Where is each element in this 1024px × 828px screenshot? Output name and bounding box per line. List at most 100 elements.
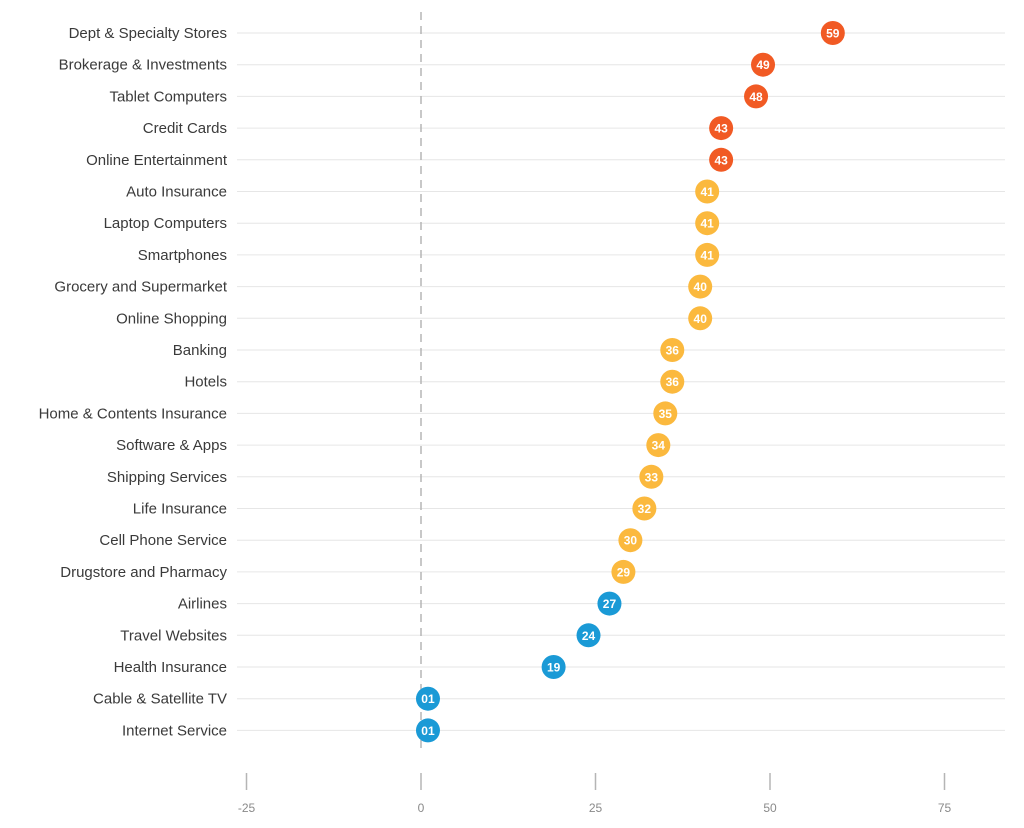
data-point-label: 33 xyxy=(645,470,659,484)
data-point: 01 xyxy=(415,718,440,743)
data-point-dot xyxy=(660,338,685,362)
gridlines xyxy=(237,12,1005,751)
category-label: Shipping Services xyxy=(107,469,227,486)
data-point: 59 xyxy=(820,21,845,45)
data-point: 36 xyxy=(660,369,685,394)
category-label: Internet Service xyxy=(122,722,227,739)
data-point: 29 xyxy=(611,559,636,584)
data-point: 40 xyxy=(688,306,713,331)
data-point-label: 48 xyxy=(749,90,763,104)
data-point-dot xyxy=(597,591,622,616)
category-label: Banking xyxy=(173,342,227,359)
data-point-label: 36 xyxy=(666,375,680,389)
data-point-label: 41 xyxy=(701,217,715,231)
x-axis: -25 0 25 50 75 xyxy=(238,773,952,815)
data-point-label: 19 xyxy=(547,661,561,675)
data-point-label: 30 xyxy=(624,534,638,548)
data-point-label: 49 xyxy=(756,58,770,72)
data-point: 30 xyxy=(618,528,643,553)
data-points: 59 49 48 43 43 41 41 41 40 40 36 36 35 34 33 32 30 29 27 24… xyxy=(415,21,845,743)
data-point: 41 xyxy=(695,179,720,204)
data-point: 01 xyxy=(415,686,440,711)
data-point-dot xyxy=(653,401,678,426)
data-point: 41 xyxy=(695,211,720,236)
data-point-dot xyxy=(646,433,671,458)
data-point-dot xyxy=(751,52,776,77)
category-label: Brokerage & Investments xyxy=(59,57,227,74)
data-point-label: 01 xyxy=(421,692,435,706)
category-label: Airlines xyxy=(178,596,227,613)
data-point-dot xyxy=(709,147,734,172)
data-point-label: 41 xyxy=(701,248,715,262)
data-point: 40 xyxy=(688,274,713,299)
category-label: Online Entertainment xyxy=(86,152,228,169)
x-tick-label: 75 xyxy=(938,801,952,815)
data-point: 36 xyxy=(660,338,685,362)
category-label: Life Insurance xyxy=(133,501,227,518)
data-point-dot xyxy=(415,686,440,711)
data-point-label: 27 xyxy=(603,597,617,611)
category-label: Home & Contents Insurance xyxy=(39,405,227,422)
data-point-dot xyxy=(744,84,769,109)
data-point-label: 01 xyxy=(421,724,435,738)
category-label: Travel Websites xyxy=(120,627,227,644)
data-point: 48 xyxy=(744,84,769,109)
data-point-label: 29 xyxy=(617,565,631,579)
data-point-dot xyxy=(576,623,601,648)
data-point-dot xyxy=(688,274,713,299)
data-point: 49 xyxy=(751,52,776,77)
data-point: 34 xyxy=(646,433,671,458)
data-point-dot xyxy=(709,116,734,141)
category-label: Dept & Specialty Stores xyxy=(69,25,227,42)
data-point-dot xyxy=(618,528,643,553)
data-point: 27 xyxy=(597,591,622,616)
data-point: 41 xyxy=(695,242,720,267)
category-label: Laptop Computers xyxy=(104,215,227,232)
data-point: 43 xyxy=(709,116,734,141)
x-tick-label: -25 xyxy=(238,801,256,815)
data-point: 24 xyxy=(576,623,601,648)
data-point-dot xyxy=(695,211,720,236)
data-point-dot xyxy=(415,718,440,743)
category-label: Drugstore and Pharmacy xyxy=(60,564,227,581)
data-point-dot xyxy=(695,179,720,204)
data-point-dot xyxy=(688,306,713,331)
data-point-label: 34 xyxy=(652,439,666,453)
category-label: Grocery and Supermarket xyxy=(54,279,227,296)
data-point-label: 40 xyxy=(694,312,708,326)
data-point-dot xyxy=(660,369,685,394)
x-tick-label: 50 xyxy=(763,801,777,815)
data-point-label: 59 xyxy=(826,27,840,41)
data-point: 19 xyxy=(541,655,566,679)
data-point-label: 32 xyxy=(638,502,652,516)
data-point-dot xyxy=(632,496,657,521)
data-point-dot xyxy=(611,559,636,584)
data-point-dot xyxy=(639,464,664,489)
category-label: Health Insurance xyxy=(114,659,227,676)
data-point-label: 35 xyxy=(659,407,673,421)
data-point-label: 36 xyxy=(666,344,680,358)
category-label: Auto Insurance xyxy=(126,184,227,201)
data-point-label: 41 xyxy=(701,185,715,199)
category-label: Smartphones xyxy=(138,247,227,264)
category-label: Online Shopping xyxy=(116,310,227,327)
data-point-label: 43 xyxy=(714,153,728,167)
x-tick-label: 25 xyxy=(589,801,603,815)
data-point-label: 40 xyxy=(694,280,708,294)
category-label: Credit Cards xyxy=(143,120,227,137)
data-point: 43 xyxy=(709,147,734,172)
category-label: Cell Phone Service xyxy=(99,532,227,549)
data-point: 35 xyxy=(653,401,678,426)
category-label: Tablet Computers xyxy=(109,88,227,105)
data-point-dot xyxy=(695,242,720,267)
data-point: 33 xyxy=(639,464,664,489)
data-point-dot xyxy=(541,655,566,679)
category-label: Software & Apps xyxy=(116,437,227,454)
data-point-label: 43 xyxy=(714,122,728,136)
category-label: Hotels xyxy=(184,374,227,391)
x-tick-label: 0 xyxy=(418,801,425,815)
data-point-label: 24 xyxy=(582,629,596,643)
category-labels: Dept & Specialty Stores Brokerage & Inves… xyxy=(39,25,228,739)
data-point-dot xyxy=(820,21,845,45)
